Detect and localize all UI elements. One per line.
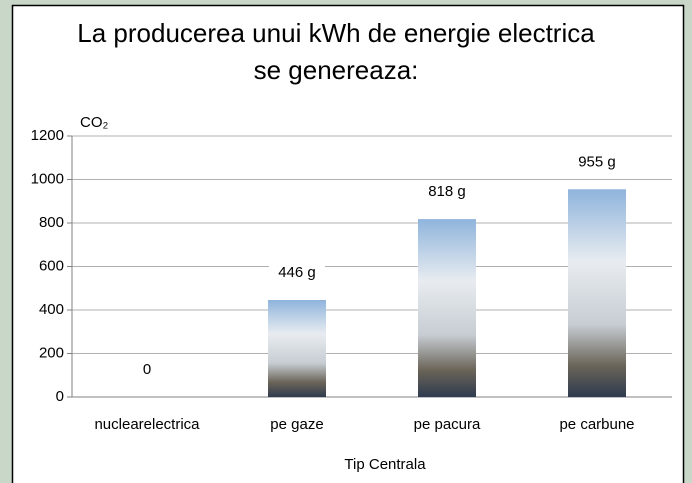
y-tick-label: 200 (39, 344, 64, 361)
data-label: 955 g (578, 153, 616, 170)
y-tick-label: 600 (39, 257, 64, 274)
chart-title: La producerea unui kWh de energie electr… (77, 18, 595, 48)
y-tick-label: 1000 (31, 170, 64, 187)
x-tick-label: nuclearelectrica (94, 416, 200, 433)
chart-title: se genereaza: (254, 55, 419, 85)
y-tick-label: 800 (39, 214, 64, 231)
y-tick-label: 1200 (31, 127, 64, 144)
y-tick-label: 0 (56, 388, 64, 405)
y-tick-label: 400 (39, 301, 64, 318)
data-label: 0 (143, 361, 151, 378)
data-label-bg (419, 181, 475, 204)
x-tick-label: pe gaze (270, 416, 323, 433)
bar (418, 219, 476, 397)
data-label-bg (569, 151, 625, 174)
data-label-bg (269, 261, 325, 284)
bar (268, 299, 326, 397)
data-label-bg (119, 359, 175, 381)
x-tick-label: pe pacura (414, 416, 481, 433)
x-axis-label: Tip Centrala (344, 456, 426, 473)
y-axis-label: CO₂ (80, 114, 109, 131)
bar (568, 189, 626, 397)
data-label: 446 g (278, 264, 316, 281)
x-tick-label: pe carbune (559, 416, 634, 433)
data-label: 818 g (428, 183, 466, 200)
